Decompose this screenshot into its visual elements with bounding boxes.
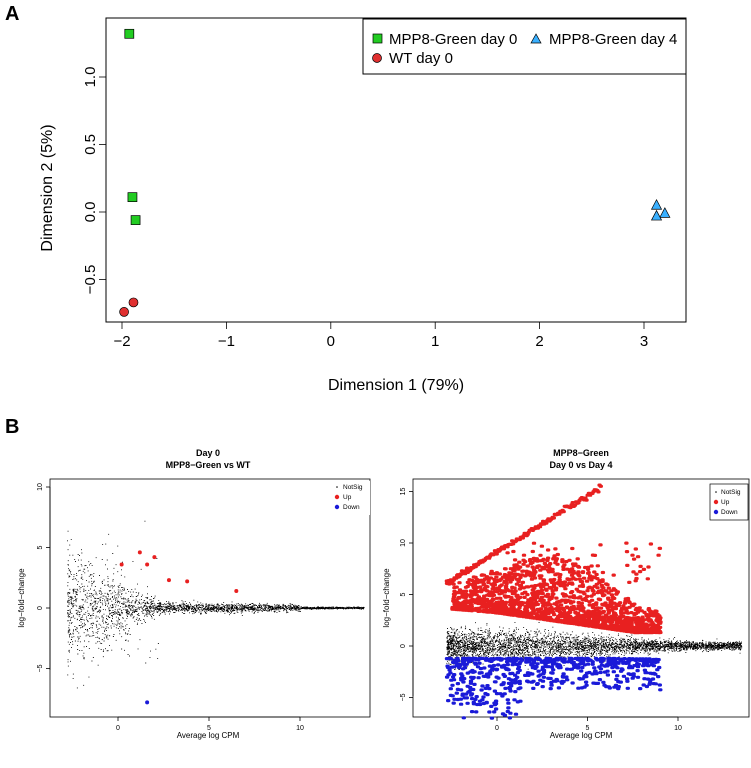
mds-point-mpp8-day0 [130,215,141,225]
ma1-legend-notsig-marker [336,486,338,488]
ma1-title: Day 0 [196,448,220,458]
ma1-y-axis-label: log−fold−change [17,568,26,628]
legend-wt-day0-label: WT day 0 [389,50,453,67]
x-tick-label: −1 [218,333,235,350]
ma1-up-point [185,579,190,584]
ma1-up-point [166,578,171,583]
ma1-notsig-points [67,520,365,689]
x-tick-label: 0 [495,725,499,732]
panel-a-letter: A [5,3,19,25]
ma1-up-point [119,562,124,567]
ma2-subtitle: Day 0 vs Day 4 [549,460,612,470]
ma2-up-cloud [444,483,663,635]
x-tick-label: 3 [640,333,648,350]
mds-points [119,28,671,317]
y-tick-label: 10 [37,483,44,491]
ma1-up-point [234,589,239,594]
ma2-legend-up-marker [713,499,719,505]
x-tick-label: 2 [535,333,543,350]
y-tick-label: 5 [37,545,44,549]
mds-point-mpp8-day0 [127,192,138,202]
y-tick-label: 15 [400,488,407,496]
mds-point-mpp8-day0 [124,28,135,39]
x-tick-label: 5 [207,725,211,732]
ma1-up-point [145,562,150,567]
mds-y-ticks: −0.5 0.0 0.5 1.0 [82,67,106,295]
ma2-legend-notsig-marker [715,491,717,493]
ma2-legend-up: Up [721,499,730,506]
ma1-legend-down: Down [343,504,360,511]
ma1-notsig-cloud [67,520,365,689]
y-tick-label: 5 [400,592,407,596]
mds-legend: MPP8-Green day 0 MPP8-Green day 4 WT day… [362,18,687,75]
ma2-x-ticks: 0 5 10 [495,717,682,732]
ma2-legend: NotSig Up Down [709,483,749,521]
y-tick-label: 0.5 [82,134,99,155]
ma2-y-axis-label: log−fold−change [382,568,391,628]
legend-square-marker [372,33,383,44]
legend-mpp8-day4-label: MPP8-Green day 4 [549,31,677,48]
ma2-notsig-cloud [446,621,743,677]
ma2-legend-down: Down [721,509,738,516]
x-tick-label: 10 [296,725,304,732]
ma1-legend-up: Up [343,494,352,501]
ma1-legend-box [326,481,370,515]
ma2-x-axis-label: Average log CPM [550,731,613,740]
y-tick-label: −5 [37,664,44,672]
legend-triangle-marker [530,33,542,44]
ma1-legend-down-marker [334,504,340,510]
panel-b-letter: B [5,416,19,438]
ma1-legend: NotSig Up Down [326,481,370,515]
ma2-up-points [444,483,663,635]
y-tick-label: −5 [400,693,407,701]
ma1-y-ticks: −5 0 5 10 [37,483,50,672]
mds-point-wt-day0 [119,307,129,317]
mds-point-wt-day0 [128,297,139,308]
y-tick-label: 10 [400,539,407,547]
y-tick-label: 1.0 [82,67,99,88]
y-tick-label: 0 [400,644,407,648]
mds-point-mpp8-day4 [659,207,671,218]
ma1-down-points [145,700,150,705]
ma-plot-day0: Day 0 MPP8−Green vs WT 0 5 10 −5 0 5 10 Avera… [17,448,371,740]
x-tick-label: 0 [116,725,120,732]
ma1-legend-notsig: NotSig [343,484,363,491]
ma2-y-ticks: −5 0 5 10 15 [400,488,413,701]
y-tick-label: −0.5 [82,265,99,295]
ma1-x-axis-label: Average log CPM [177,731,240,740]
ma1-up-points [119,550,239,594]
y-tick-label: 0.0 [82,202,99,223]
legend-mpp8-day0-label: MPP8-Green day 0 [389,31,517,48]
ma1-legend-up-marker [334,494,340,500]
mds-point-mpp8-day4 [650,209,663,221]
mds-plot: −2 −1 0 1 2 3 −0.5 0.0 0.5 1.0 Dimension 1 (79%)… [39,17,687,394]
ma1-up-point [152,555,157,560]
ma2-legend-notsig: NotSig [721,489,741,496]
ma1-up-point [137,550,142,555]
mds-y-axis-label: Dimension 2 (5%) [39,124,56,251]
y-tick-label: 0 [37,606,44,610]
mds-x-axis-label: Dimension 1 (79%) [328,377,464,394]
x-tick-label: 10 [674,725,682,732]
ma1-subtitle: MPP8−Green vs WT [166,460,251,470]
ma2-legend-down-marker [713,509,719,515]
ma2-title: MPP8−Green [553,448,609,458]
x-tick-label: 0 [327,333,335,350]
mds-point-mpp8-day4 [650,198,663,210]
legend-circle-marker [372,53,382,63]
mds-x-ticks: −2 −1 0 1 2 3 [113,322,648,350]
ma2-notsig-points [446,621,743,677]
ma-plot-day0-vs-day4: MPP8−Green Day 0 vs Day 4 0 5 10 −5051015 … [382,448,750,740]
ma1-down-point [145,700,150,705]
x-tick-label: 5 [586,725,590,732]
ma2-down-cloud [444,656,663,720]
ma2-down-points [444,656,663,720]
ma1-x-ticks: 0 5 10 [116,717,304,732]
mds-legend-box [362,18,687,75]
x-tick-label: −2 [113,333,130,350]
x-tick-label: 1 [431,333,439,350]
